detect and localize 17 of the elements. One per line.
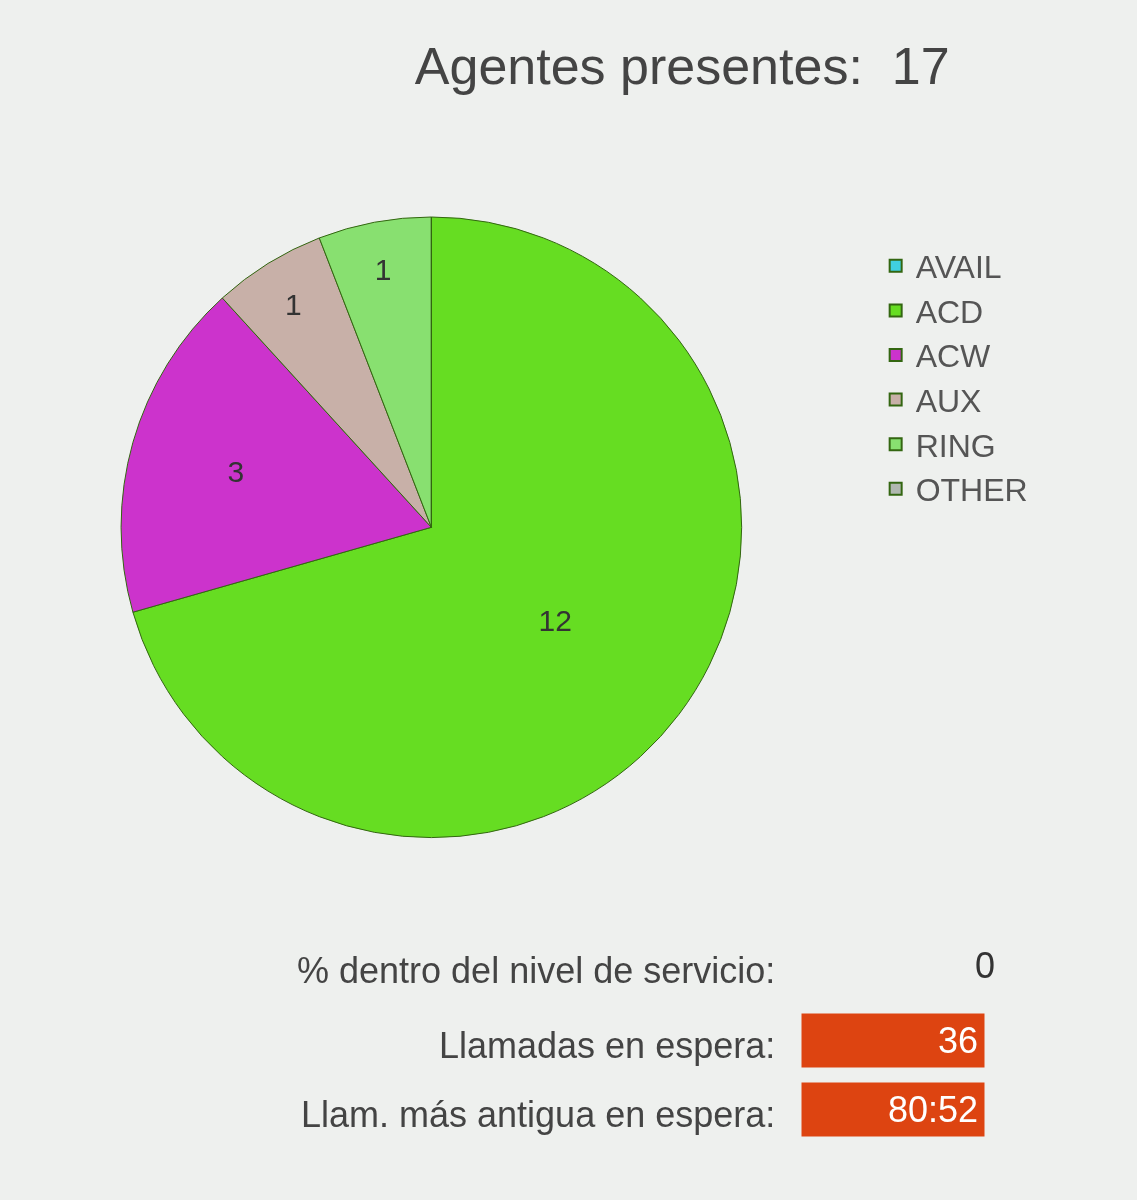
chart-title: Agentes presentes: 17 (414, 37, 950, 96)
text: Llam. más antigua en espera: (301, 1094, 776, 1135)
text: 36 (937, 1020, 978, 1061)
text: Llamadas en espera: (439, 1025, 776, 1066)
legend-label: AUX (915, 383, 982, 420)
legend-label: RING (915, 427, 996, 464)
text: 80:52 (887, 1089, 978, 1130)
data-label: 3 (227, 455, 245, 489)
data-label: 12 (538, 604, 572, 638)
legend-label: AVAIL (915, 249, 1002, 286)
data-label: 1 (374, 253, 392, 287)
data-label: 1 (285, 287, 302, 321)
legend-label: OTHER (915, 472, 1028, 509)
legend-label: ACW (915, 338, 992, 375)
legend-label: ACD (915, 293, 984, 330)
text: % dentro del nivel de servicio: (297, 950, 776, 991)
text: 0 (975, 945, 996, 986)
